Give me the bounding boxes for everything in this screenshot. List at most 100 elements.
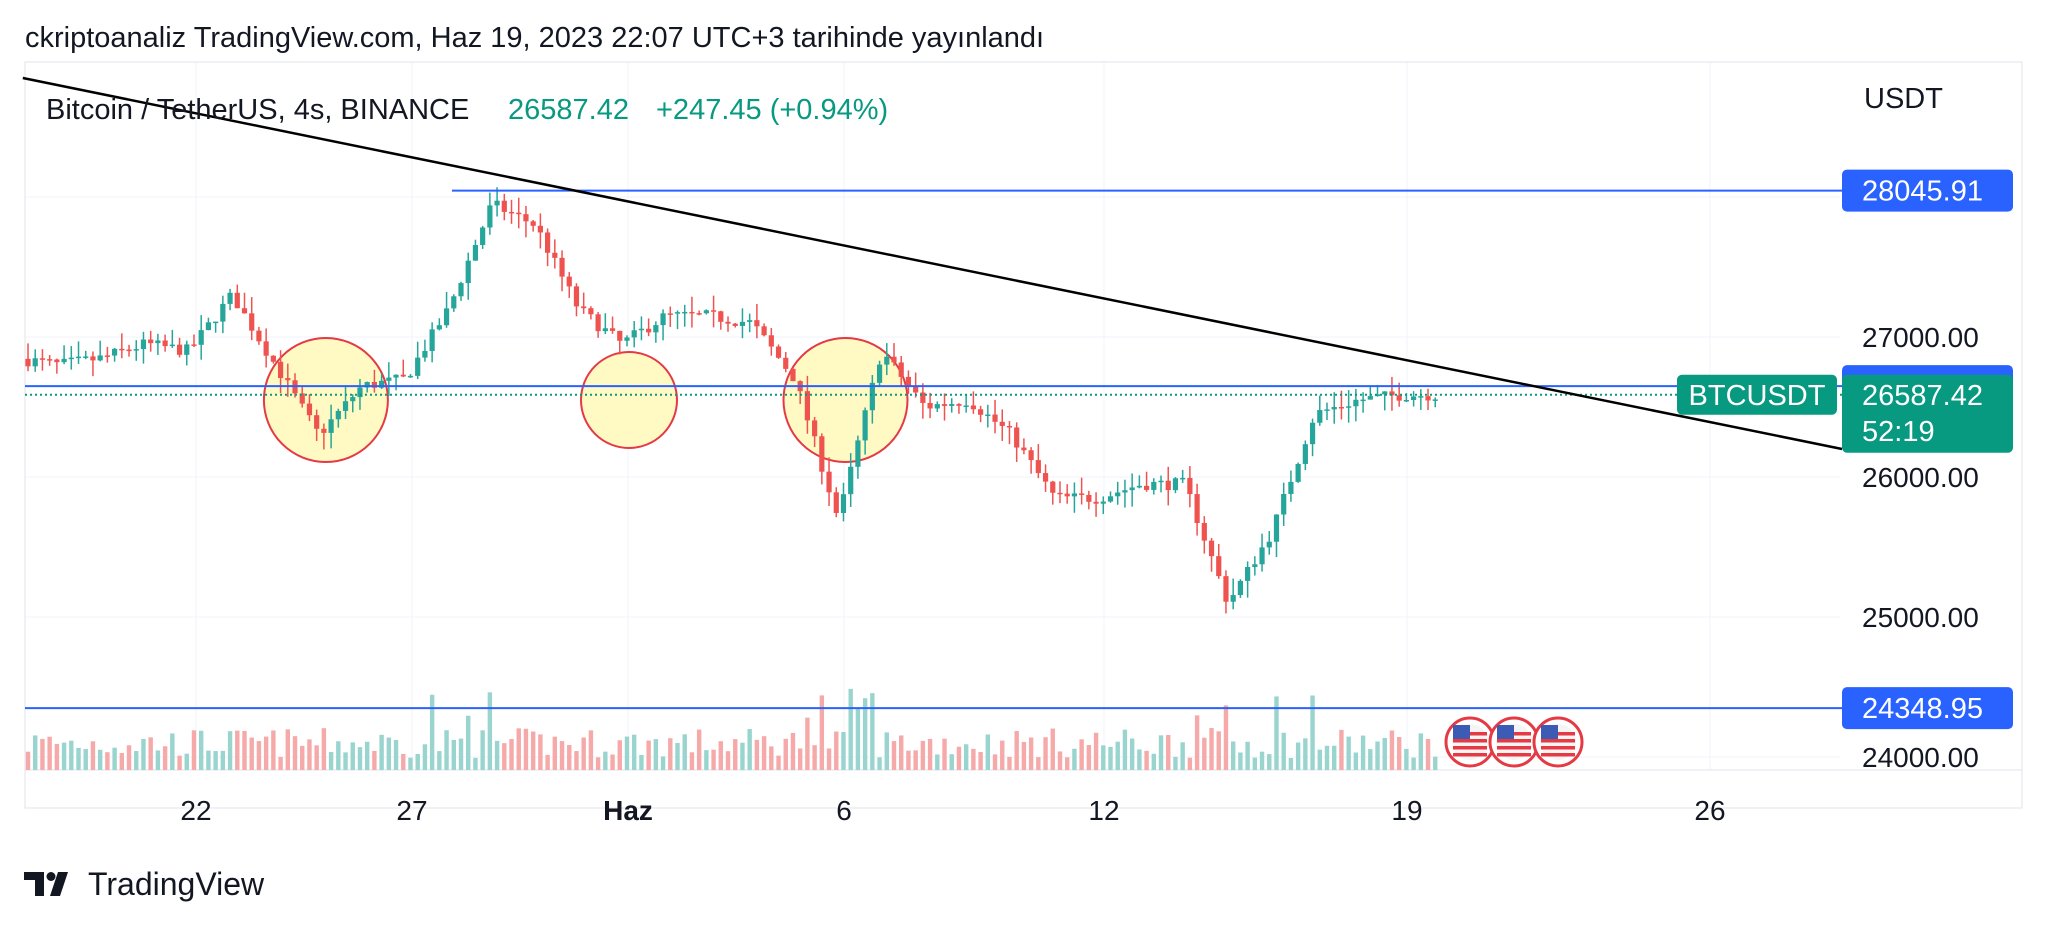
volume-bar [112, 747, 117, 770]
candle-body [184, 344, 190, 355]
volume-bar [1259, 751, 1265, 770]
volume-bar [1396, 737, 1402, 770]
y-tick-label: 26000.00 [1862, 462, 1979, 493]
chart-frame [24, 61, 2023, 809]
candle-body [1302, 444, 1308, 464]
candle-body [1338, 407, 1345, 409]
candle-body [783, 357, 789, 369]
candle-body [429, 329, 435, 352]
us-flag-icon[interactable] [1488, 716, 1540, 768]
volume-bar [1144, 750, 1149, 770]
volume-bar [76, 747, 81, 770]
candle-body [624, 337, 630, 341]
volume-bar [220, 750, 226, 770]
volume-bar [733, 739, 738, 770]
candle-body [819, 436, 825, 472]
volume-bar [790, 732, 796, 770]
volume-bar [40, 738, 45, 770]
volume-bar [812, 745, 817, 770]
volume-bar [1108, 746, 1113, 770]
countdown-label: 52:19 [1862, 416, 1935, 448]
volume-bar [502, 743, 507, 770]
candle-body [1346, 406, 1352, 408]
candle-body [638, 328, 645, 331]
volume-bar [1216, 731, 1221, 770]
volume-bar [711, 749, 716, 770]
volume-bar [343, 752, 348, 770]
candle-body [1367, 396, 1373, 400]
volume-bar [307, 739, 312, 770]
volume-bar [1129, 738, 1135, 770]
volume-bar [1079, 739, 1084, 770]
candle-body [949, 404, 955, 406]
volume-bar [328, 752, 334, 770]
volume-bar [1317, 749, 1322, 770]
volume-bar [574, 751, 579, 770]
candle-body [963, 405, 969, 407]
price-badge [1842, 169, 2013, 212]
candle-body [25, 358, 31, 367]
volume-bar [1173, 756, 1178, 770]
volume-bar [668, 738, 673, 770]
symbol-name: Bitcoin / TetherUS, 4s, BINANCE [46, 94, 469, 126]
us-flag-icon[interactable] [1444, 716, 1496, 768]
volume-bar [278, 756, 283, 770]
candle-body [407, 375, 414, 378]
volume-bar [408, 757, 413, 770]
candle-body [148, 339, 154, 344]
tradingview-logo-icon [24, 872, 68, 896]
volume-bar [942, 738, 947, 770]
volume-bar [913, 750, 918, 770]
volume-bar [271, 730, 276, 770]
candle-body [1418, 396, 1424, 398]
candle-body [1425, 396, 1431, 401]
candle-body [1050, 481, 1056, 493]
volume-bar [126, 745, 132, 770]
candle-body [718, 311, 724, 322]
candles [25, 187, 1438, 614]
volume-bar [1223, 705, 1229, 770]
volume-bar [206, 750, 211, 770]
candle-body [256, 330, 262, 342]
candle-body [876, 364, 883, 383]
volume-bar [740, 742, 745, 770]
flag-canton [1497, 725, 1514, 739]
candle-body [155, 340, 161, 344]
volume-bar [639, 754, 644, 770]
volume-bar [516, 728, 521, 770]
candle-body [83, 356, 89, 358]
candle-body [97, 355, 103, 361]
candle-body [1273, 514, 1280, 542]
volume-bar [797, 748, 803, 770]
volume-bar [949, 754, 954, 770]
flag-stripe [1497, 746, 1531, 750]
candle-body [696, 313, 702, 315]
volume-bar [227, 731, 233, 770]
volume-bar [805, 717, 810, 770]
candle-body [804, 391, 810, 421]
candle-body [732, 323, 738, 326]
volume-bar [862, 698, 868, 770]
symbol-badge[interactable] [1677, 374, 1837, 415]
volume-bar [935, 754, 940, 770]
candle-body [941, 404, 948, 406]
volume-bar [769, 746, 774, 770]
x-tick-label: Haz [603, 795, 653, 826]
candle-body [1230, 595, 1236, 602]
volume-bar [1295, 742, 1301, 770]
volume-bar [47, 736, 52, 770]
candle-body [436, 325, 442, 330]
volume-bar [199, 730, 204, 770]
volume-bar [877, 757, 882, 770]
volume-bar [141, 738, 146, 770]
x-tick-label: 27 [396, 795, 427, 826]
candle-body [775, 346, 782, 358]
tradingview-brand[interactable]: TradingView [88, 865, 265, 902]
us-flag-icon[interactable] [1532, 716, 1584, 768]
candle-body [667, 313, 673, 315]
volume-bar [1245, 741, 1250, 770]
volume-bar [1375, 741, 1380, 770]
candle-body [739, 321, 746, 326]
publish-info: ckriptoanaliz TradingView.com, Haz 19, 2… [25, 22, 1045, 54]
